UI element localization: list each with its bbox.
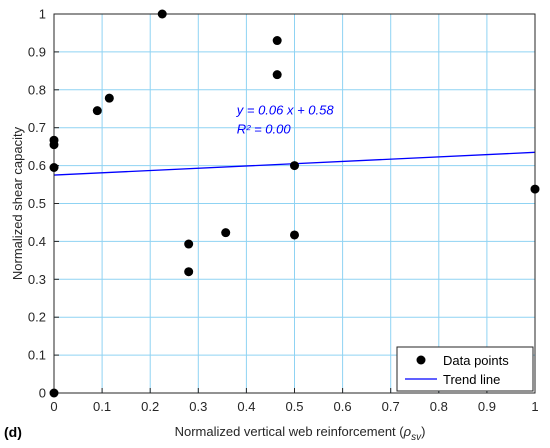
x-tick-label: 0.7 (382, 399, 400, 414)
x-tick-label: 0.2 (141, 399, 159, 414)
y-tick-label: 0.5 (28, 196, 46, 211)
legend-label-trend-line: Trend line (443, 372, 500, 387)
x-axis-title-prefix: Normalized vertical web reinforcement ( (175, 424, 405, 439)
data-point (157, 9, 167, 19)
grid (54, 14, 535, 393)
x-tick-label: 0.4 (237, 399, 255, 414)
x-tick-label: 0.8 (430, 399, 448, 414)
x-axis-title-symbol: ρ (403, 424, 412, 439)
y-tick-label: 0.6 (28, 158, 46, 173)
y-tick-label: 0.7 (28, 120, 46, 135)
data-point (184, 267, 194, 277)
y-tick-label: 0.9 (28, 44, 46, 59)
legend-marker-data-points (416, 355, 426, 365)
x-tick-label: 0.5 (285, 399, 303, 414)
data-point (290, 230, 299, 240)
annotation-text: R² = 0.00 (237, 121, 292, 136)
annotations: y = 0.06 x + 0.58 R² = 0.00 (236, 102, 335, 136)
y-axis-title: Normalized shear capacity (10, 126, 25, 280)
data-point (184, 239, 194, 249)
data-point (272, 36, 282, 46)
data-point (530, 184, 540, 194)
y-tick-label: 1 (39, 7, 46, 22)
x-tick-label: 0.9 (478, 399, 496, 414)
data-points (49, 9, 540, 398)
data-point (290, 161, 299, 171)
ticks: 0 0.1 0.2 0.3 0.4 0.5 0.6 0.7 0.8 0.9 1 0 0.1 0.2 0.3 0… (28, 7, 539, 415)
data-point (49, 162, 59, 172)
y-tick-label: 0.2 (28, 310, 46, 325)
data-point (104, 93, 114, 103)
x-tick-label: 0.3 (189, 399, 207, 414)
y-tick-label: 0.8 (28, 82, 46, 97)
y-tick-label: 0.4 (28, 234, 46, 249)
x-axis-title-suffix: ) (421, 424, 425, 439)
y-tick-label: 0.3 (28, 272, 46, 287)
data-point (92, 106, 102, 116)
legend: Data points Trend line (396, 346, 534, 392)
data-point (49, 388, 59, 398)
data-point (272, 70, 282, 80)
annotation-text: y = 0.06 x + 0.58 (236, 102, 335, 117)
x-tick-label: 0.1 (93, 399, 111, 414)
x-tick-label: 0.6 (334, 399, 352, 414)
y-tick-label: 0.1 (28, 348, 46, 363)
data-point (221, 228, 231, 238)
x-tick-label: 1 (531, 399, 538, 414)
panel-label: (d) (4, 424, 22, 440)
legend-box (396, 346, 534, 392)
x-axis-title: Normalized vertical web reinforcement (ρ… (175, 424, 426, 443)
x-tick-label: 0 (50, 399, 57, 414)
x-axis-title-subscript: sv (411, 432, 422, 443)
legend-label-data-points: Data points (443, 353, 509, 368)
y-tick-label: 0 (39, 386, 46, 401)
data-point (49, 135, 59, 145)
